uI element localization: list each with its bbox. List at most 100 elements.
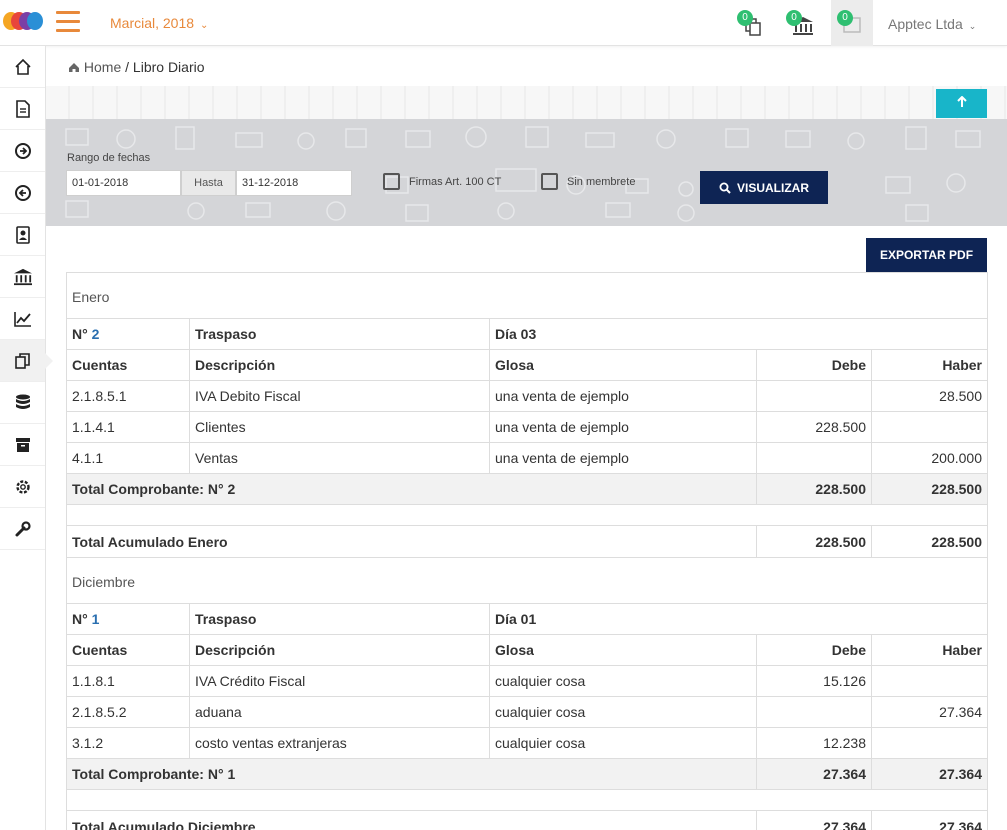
voucher-total-haber: 228.500 [871,473,988,505]
cell-descripcion: aduana [189,696,490,728]
month-name: Enero [66,272,988,319]
notification-badge: 0 [837,10,853,26]
date-from-input[interactable] [66,170,181,196]
month-total-row: Total Acumulado Diciembre 27.364 27.364 [66,810,988,830]
breadcrumb-separator: / [125,59,130,75]
user-menu[interactable]: Apptec Ltda ⌄ [888,16,976,32]
company-selector[interactable]: Marcial, 2018 ⌄ [110,15,208,31]
voucher-header-row: N° 2 Traspaso Día 03 [66,318,988,350]
spacer-row [66,789,988,811]
visualizar-label: VISUALIZAR [737,180,809,195]
journal-table: Enero N° 2 Traspaso Día 03 Cuentas Descr… [66,272,988,830]
app-logo[interactable] [3,12,45,32]
home-icon [14,58,31,75]
cell-haber [871,411,988,443]
cell-cuenta: 2.1.8.5.2 [66,696,190,728]
cell-debe [756,380,872,412]
month-total-haber: 228.500 [871,525,988,558]
sidebar [0,46,53,830]
cell-haber: 200.000 [871,442,988,474]
documents-notification-button[interactable]: 0 [733,8,773,42]
voucher-header-row: N° 1 Traspaso Día 01 [66,603,988,635]
col-haber: Haber [871,349,988,381]
menu-toggle-button[interactable] [56,11,80,33]
voucher-number-link[interactable]: 2 [91,326,100,342]
export-pdf-button[interactable]: EXPORTAR PDF [866,238,987,272]
cell-descripcion: IVA Crédito Fiscal [189,665,490,697]
sidebar-item-journal[interactable] [0,340,53,382]
breadcrumb-home-label: Home [83,59,122,75]
voucher-total-label: Total Comprobante: N° 1 [66,758,757,790]
cell-glosa: una venta de ejemplo [489,442,757,474]
search-icon [719,182,731,194]
wrench-icon [15,520,31,536]
cell-glosa: una venta de ejemplo [489,411,757,443]
notification-badge: 0 [786,10,802,26]
voucher-number-link[interactable]: 1 [91,611,100,627]
sidebar-item-expenses[interactable] [0,172,45,214]
voucher-total-haber: 27.364 [871,758,988,790]
date-to-input[interactable] [236,170,352,196]
sidebar-item-home[interactable] [0,46,45,88]
cell-haber [871,665,988,697]
cell-debe: 12.238 [756,727,872,759]
company-name: Marcial, 2018 [110,15,195,31]
top-bar: Marcial, 2018 ⌄ 0 0 0 Apptec Ltda ⌄ [0,0,1007,46]
sidebar-item-documents[interactable] [0,88,45,130]
sin-membrete-checkbox[interactable] [541,173,558,190]
sidebar-item-income[interactable] [0,130,45,172]
month-total-debe: 27.364 [756,810,872,830]
table-row: 2.1.8.5.2 aduana cualquier cosa 27.364 [66,696,988,728]
inbox-notification-button[interactable]: 0 [831,0,873,46]
firmas-label: Firmas Art. 100 CT [409,176,502,188]
cell-cuenta: 3.1.2 [66,727,190,759]
table-row: 4.1.1 Ventas una venta de ejemplo 200.00… [66,442,988,474]
sidebar-item-database[interactable] [0,382,45,424]
sidebar-item-bank[interactable] [0,256,45,298]
contacts-icon [15,225,30,244]
column-header-row: Cuentas Descripción Glosa Debe Haber [66,349,988,381]
chevron-down-icon: ⌄ [200,20,209,31]
scroll-up-button[interactable] [936,89,987,118]
firmas-checkbox[interactable] [383,173,400,190]
spacer-row [66,504,988,526]
voucher-number: N° 2 [66,318,190,350]
cell-haber [871,727,988,759]
gear-icon [15,479,30,494]
notification-badge: 0 [737,10,753,26]
col-glosa: Glosa [489,634,757,666]
cell-haber: 27.364 [871,696,988,728]
month-header-row: Enero [66,272,988,319]
col-glosa: Glosa [489,349,757,381]
breadcrumb: Home / Libro Diario [68,59,205,75]
date-range-label: Rango de fechas [67,152,151,164]
cell-cuenta: 1.1.8.1 [66,665,190,697]
cell-cuenta: 4.1.1 [66,442,190,474]
col-descripcion: Descripción [189,634,490,666]
sidebar-item-reports[interactable] [0,298,45,340]
chevron-down-icon: ⌄ [968,21,977,31]
chart-line-icon [13,311,31,327]
breadcrumb-home-link[interactable]: Home [68,59,125,75]
voucher-type: Traspaso [189,318,490,350]
voucher-number-label: N° [72,611,88,627]
month-total-label: Total Acumulado Diciembre [66,810,757,830]
cell-debe [756,442,872,474]
sidebar-item-contacts[interactable] [0,214,45,256]
home-icon [69,63,79,72]
col-debe: Debe [756,634,872,666]
cell-glosa: cualquier cosa [489,696,757,728]
arrow-up-icon [956,95,967,107]
banner-strip [46,86,1007,119]
col-cuentas: Cuentas [66,349,190,381]
month-total-haber: 27.364 [871,810,988,830]
cell-debe [756,696,872,728]
visualizar-button[interactable]: VISUALIZAR [700,171,828,204]
sidebar-item-tools[interactable] [0,508,45,550]
sidebar-item-archive[interactable] [0,424,45,466]
bank-notification-button[interactable]: 0 [782,8,822,42]
month-name: Diciembre [66,557,988,604]
cell-descripcion: Clientes [189,411,490,443]
sidebar-item-settings[interactable] [0,466,45,508]
month-total-label: Total Acumulado Enero [66,525,757,558]
